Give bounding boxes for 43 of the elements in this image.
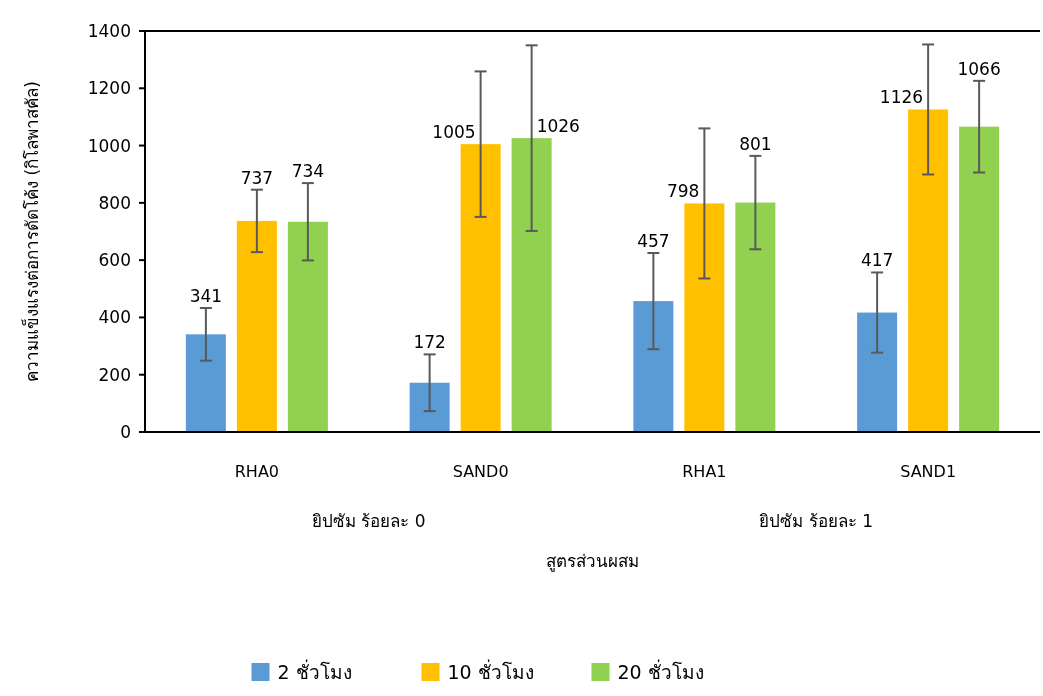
- data-label: 1026: [536, 116, 580, 137]
- x-tick-label: SAND0: [452, 462, 509, 481]
- legend-label: 2 ชั่วโมง: [277, 658, 352, 683]
- y-tick-label: 1200: [87, 78, 131, 99]
- legend-label: 10 ชั่วโมง: [447, 658, 534, 683]
- data-label: 417: [860, 250, 894, 271]
- data-label: 341: [189, 285, 223, 306]
- bar: [460, 144, 501, 432]
- bar: [511, 138, 552, 432]
- y-tick-label: 200: [98, 364, 131, 385]
- bar: [633, 301, 674, 432]
- y-tick-label: 0: [120, 421, 131, 442]
- x-axis-title: สูตรส่วนผสม: [546, 551, 639, 572]
- x-tick-label: RHA1: [682, 462, 727, 481]
- y-tick-label: 400: [98, 307, 131, 328]
- bar: [287, 221, 328, 432]
- bar: [857, 312, 898, 432]
- data-label: 798: [666, 181, 700, 202]
- data-label: 1005: [432, 122, 476, 143]
- data-label: 737: [240, 167, 274, 188]
- x-tick-label: RHA0: [234, 462, 280, 481]
- data-label: 1126: [879, 87, 924, 108]
- bar: [236, 220, 277, 432]
- y-tick-label: 800: [98, 192, 131, 213]
- y-tick-label: 600: [98, 250, 131, 271]
- bar: [908, 109, 949, 432]
- legend-label: 20 ชั่วโมง: [617, 658, 704, 683]
- data-label: 172: [413, 332, 446, 353]
- x-tick-label: SAND1: [900, 462, 957, 481]
- data-label: 1066: [957, 58, 1001, 79]
- data-label: 734: [291, 161, 325, 182]
- data-label: 457: [637, 230, 670, 251]
- text: ยิปซัม ร้อยละ 0: [311, 511, 426, 531]
- bar: [684, 203, 725, 432]
- y-tick-label: 1400: [87, 20, 131, 41]
- bar: [409, 382, 450, 432]
- bar: [185, 334, 226, 432]
- data-label: 801: [739, 133, 772, 154]
- y-axis-title: ความแข็งแรงต่อการดัดโค้ง (กิโลพาสคัล): [21, 81, 42, 382]
- bar: [959, 126, 1000, 432]
- y-tick-label: 1000: [87, 135, 131, 156]
- bar: [735, 202, 776, 432]
- text: ยิปซัม ร้อยละ 1: [759, 511, 874, 531]
